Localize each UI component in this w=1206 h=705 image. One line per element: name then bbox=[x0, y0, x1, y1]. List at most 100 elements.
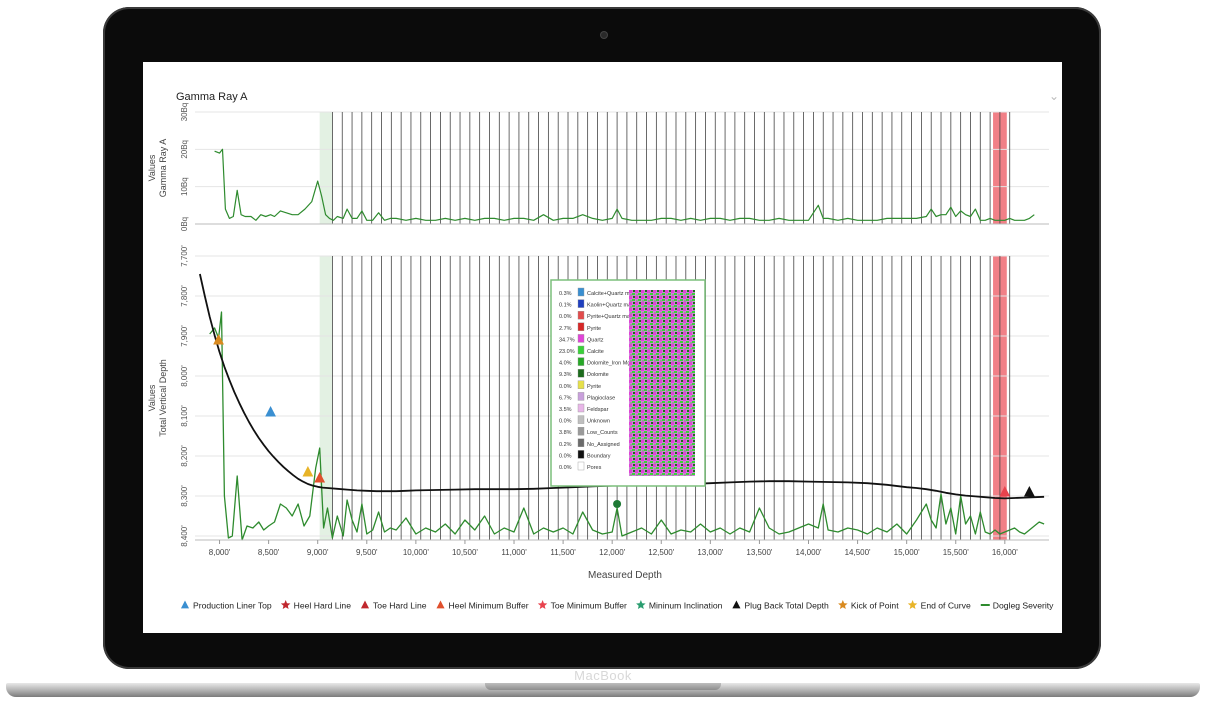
tooltip-pct: 34.7% bbox=[559, 337, 575, 343]
legend-heel-hard-line-label: Heel Hard Line bbox=[294, 601, 352, 611]
x-tick-label: 15,500' bbox=[943, 548, 969, 557]
x-tick-label: 12,000' bbox=[599, 548, 625, 557]
tooltip-swatch bbox=[577, 380, 585, 389]
tooltip-pct: 9.3% bbox=[559, 372, 572, 378]
tooltip-swatch bbox=[577, 392, 585, 401]
x-tick-label: 10,000' bbox=[403, 548, 429, 557]
tooltip-label: Quartz bbox=[587, 337, 604, 343]
tooltip-label: Low_Counts bbox=[587, 430, 618, 436]
tooltip-swatch bbox=[577, 357, 585, 366]
legend-plug-back-total-depth-label: Plug Back Total Depth bbox=[744, 601, 829, 611]
y-tick-label: 8,400' bbox=[180, 525, 189, 547]
legend-end-of-curve-icon bbox=[907, 600, 918, 609]
tooltip-pct: 23.0% bbox=[559, 349, 575, 355]
tooltip-pct: 4.0% bbox=[559, 361, 572, 367]
gamma-ray-line bbox=[214, 148, 1035, 221]
legend-production-liner-top-icon bbox=[180, 600, 190, 609]
tooltip-swatch bbox=[577, 403, 585, 413]
mineral-map-image bbox=[629, 290, 695, 476]
x-tick-label: 14,500' bbox=[845, 548, 871, 557]
y-tick-label: 7,700' bbox=[180, 245, 189, 267]
x-tick-label: 13,000' bbox=[697, 548, 723, 557]
marker-production-liner-top bbox=[265, 406, 276, 417]
highlight-band-green bbox=[319, 256, 333, 540]
x-tick-label: 15,000' bbox=[894, 548, 920, 557]
tooltip-pct: 0.0% bbox=[559, 453, 572, 459]
bottom-y-axis-label: Values bbox=[147, 384, 157, 411]
tooltip-swatch bbox=[577, 450, 585, 459]
marker-end-of-curve bbox=[302, 466, 314, 477]
y-tick-label: 8,000' bbox=[180, 365, 189, 387]
marker-minimum-inclination bbox=[613, 500, 622, 508]
legend-mininum-inclination-icon bbox=[636, 600, 646, 609]
tooltip-label: Pyrite bbox=[587, 326, 601, 332]
y-tick-label: 8,300' bbox=[180, 485, 189, 507]
bottom-y-axis-label: Total Vertical Depth bbox=[158, 359, 168, 437]
tooltip-swatch bbox=[577, 369, 585, 378]
x-tick-label: 9,000' bbox=[307, 548, 329, 557]
tooltip-label: Pores bbox=[587, 465, 602, 471]
y-tick-label: 7,900' bbox=[180, 325, 189, 347]
tooltip-label: Kaolin+Quartz mat bbox=[587, 303, 633, 309]
marker-toe-minimum-buffer bbox=[999, 486, 1011, 497]
x-tick-label: 8,500' bbox=[258, 548, 280, 557]
marker-heel-minimum-buffer bbox=[314, 472, 326, 483]
x-tick-label: 14,000' bbox=[796, 548, 822, 557]
legend-heel-minimum-buffer-icon bbox=[436, 600, 445, 609]
legend-kick-of-point-icon bbox=[838, 600, 848, 609]
tooltip-swatch bbox=[577, 415, 585, 424]
tooltip-swatch bbox=[577, 438, 585, 447]
tooltip-pct: 0.3% bbox=[559, 291, 572, 297]
legend-heel-minimum-buffer-label: Heel Minimum Buffer bbox=[449, 601, 529, 611]
tooltip-label: No_Assigned bbox=[587, 442, 620, 448]
y-tick-label: 20Bq bbox=[180, 140, 189, 159]
y-tick-label: 8,100' bbox=[180, 405, 189, 427]
tooltip-pct: 0.0% bbox=[559, 465, 572, 471]
tooltip-label: Calcite bbox=[587, 349, 604, 355]
legend-production-liner-top-label: Production Liner Top bbox=[193, 601, 272, 611]
chevron-down-icon[interactable]: ⌄ bbox=[1049, 89, 1059, 103]
legend-toe-minimum-buffer-label: Toe Minimum Buffer bbox=[551, 601, 627, 611]
tooltip-label: Feldspar bbox=[587, 407, 609, 413]
legend-dogleg-severity-label: Dogleg Severity bbox=[993, 601, 1054, 611]
tvd-line bbox=[199, 273, 1045, 500]
y-tick-label: 30Bq bbox=[180, 103, 189, 122]
x-tick-label: 16,000' bbox=[992, 548, 1018, 557]
marker-kick-of-point bbox=[213, 334, 224, 345]
dogleg-severity-line bbox=[209, 311, 1045, 541]
tooltip-swatch bbox=[577, 287, 585, 297]
tooltip-pct: 6.7% bbox=[559, 395, 572, 401]
legend-toe-hard-line-icon bbox=[360, 600, 370, 609]
tooltip-pct: 2.7% bbox=[559, 326, 572, 332]
screen: 0Bq 10Bq 20Bq 30Bq 7,700' 7,800' 7,900' 8,000' 8… bbox=[143, 62, 1062, 633]
tooltip-swatch bbox=[577, 461, 585, 471]
legend-toe-minimum-buffer-icon bbox=[537, 600, 548, 609]
chart-title: Gamma Ray A bbox=[176, 91, 248, 103]
tooltip-pct: 0.0% bbox=[559, 384, 572, 390]
tooltip-label: Plagioclase bbox=[587, 395, 615, 401]
tooltip-swatch bbox=[577, 334, 585, 343]
x-tick-label: 13,500' bbox=[746, 548, 772, 557]
y-tick-label: 7,800' bbox=[180, 285, 189, 307]
y-tick-label: 8,200' bbox=[180, 445, 189, 467]
laptop-notch bbox=[485, 683, 721, 690]
tooltip-pct: 0.2% bbox=[559, 442, 572, 448]
tooltip-label: Calcite+Quartz mat bbox=[587, 291, 635, 297]
brand-label: MacBook bbox=[574, 668, 632, 683]
chart-svg: 0Bq 10Bq 20Bq 30Bq 7,700' 7,800' 7,900' 8,000' 8… bbox=[147, 89, 1059, 611]
tooltip-pct: 0.1% bbox=[559, 303, 572, 309]
laptop-base bbox=[6, 683, 1200, 697]
tooltip-pct: 0.0% bbox=[559, 419, 572, 425]
x-tick-label: 10,500' bbox=[452, 548, 478, 557]
legend-end-of-curve-label: End of Curve bbox=[921, 601, 971, 611]
tooltip-label: Boundary bbox=[587, 453, 611, 459]
marker-plug-back-total-depth bbox=[1023, 486, 1035, 497]
tooltip-swatch bbox=[577, 299, 585, 308]
x-tick-label: 12,500' bbox=[648, 548, 674, 557]
highlight-band-green bbox=[319, 112, 333, 224]
x-tick-label: 11,000' bbox=[501, 548, 527, 557]
legend-heel-hard-line-icon bbox=[280, 600, 291, 609]
tooltip-swatch bbox=[577, 310, 585, 320]
x-tick-label: 9,500' bbox=[356, 548, 378, 557]
